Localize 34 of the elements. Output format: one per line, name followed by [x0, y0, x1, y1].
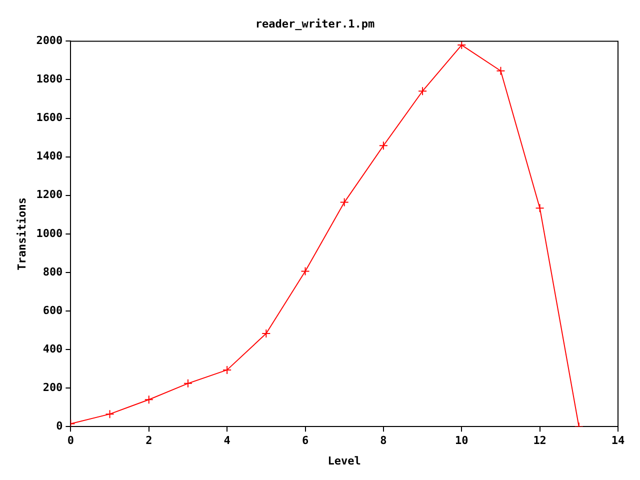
x-tick-label: 10	[455, 434, 468, 448]
y-tick-label: 600	[42, 304, 63, 317]
point	[340, 198, 349, 207]
chart-title: reader_writer.1.pm	[255, 17, 375, 30]
x-axis-title: Level	[328, 454, 361, 468]
point	[418, 86, 428, 96]
x-tick-label: 8	[380, 434, 387, 448]
y-tick-label: 1200	[36, 188, 63, 202]
y-tick-label: 1800	[36, 72, 63, 86]
y-tick-label: 200	[42, 380, 63, 394]
point	[457, 41, 466, 50]
x-tick-label: 6	[302, 434, 309, 448]
point	[535, 204, 544, 213]
point	[183, 378, 192, 388]
point	[262, 329, 271, 338]
y-tick-label: 800	[42, 265, 63, 278]
point	[378, 141, 388, 150]
point	[300, 266, 310, 276]
x-tick-label: 0	[67, 434, 74, 448]
point	[105, 410, 114, 419]
y-axis-title: Transitions	[15, 197, 28, 270]
y-tick-label: 1000	[36, 226, 63, 240]
x-tick-label: 14	[611, 434, 625, 448]
y-tick-label: 1600	[36, 111, 63, 124]
x-tick-label: 12	[533, 434, 546, 448]
y-tick-label: 400	[42, 342, 63, 356]
y-tick-label: 1400	[36, 150, 63, 163]
point	[496, 66, 506, 76]
x-tick-label: 2	[146, 434, 152, 448]
y-tick-label: 2000	[36, 34, 63, 48]
y-tick-label: 0	[56, 419, 63, 432]
x-tick-label: 4	[224, 434, 231, 448]
point	[144, 395, 154, 404]
point	[222, 365, 232, 374]
